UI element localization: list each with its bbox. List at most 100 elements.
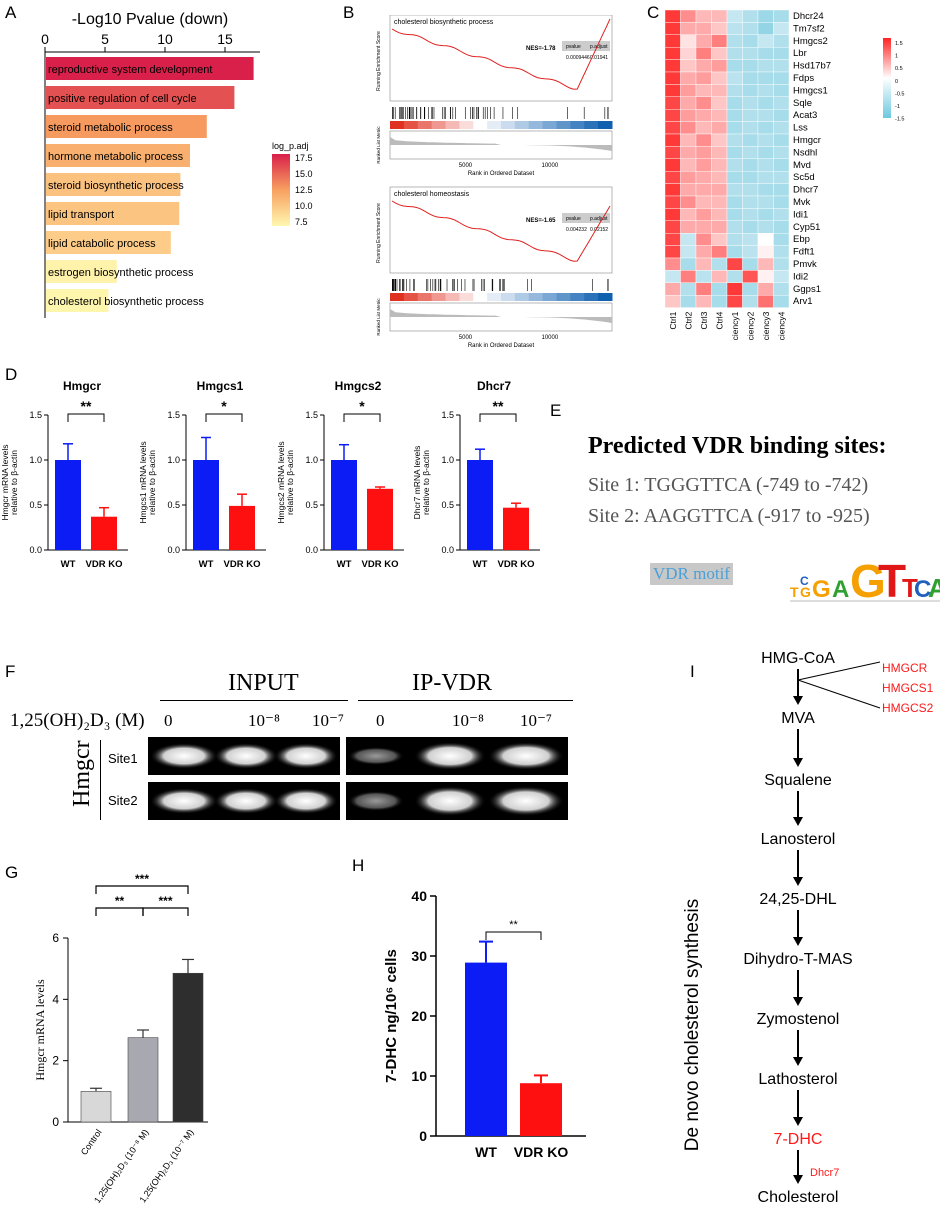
panel-g-bar [172, 972, 204, 1123]
heatmap-cell [726, 270, 743, 283]
pathway-step: Lanosterol [761, 831, 836, 848]
pathway-enzyme: HMGCR [882, 661, 928, 675]
gsea-rank-colorbar-seg [390, 293, 405, 301]
heatmap-cell [742, 245, 759, 259]
panel-h-xtick-label: VDR KO [514, 1144, 569, 1160]
panel-a-xtick-label: 5 [101, 31, 109, 47]
gsea-xlabel: Rank in Ordered Dataset [468, 343, 535, 349]
heatmap-row-label: Arv1 [793, 296, 813, 307]
heatmap-row-label: Mvk [793, 197, 811, 208]
heatmap-cell [680, 59, 697, 73]
heatmap-cell [726, 220, 743, 234]
panel-g-ytick-label: 4 [52, 992, 59, 1006]
panel-label-a: A [5, 3, 17, 22]
heatmap-cell [664, 208, 681, 221]
heatmap-cell [773, 34, 790, 48]
heatmap-col-label: VD_deficiency1 [730, 311, 740, 340]
panel-f-ip-label: IP-VDR [412, 670, 493, 696]
gsea-es-curve [391, 18, 611, 90]
heatmap-cell [680, 245, 697, 259]
heatmap-cell [711, 108, 728, 122]
panel-f-treatment-label: 1,25(OH)₂D₃ (M) [10, 710, 145, 731]
panel-a-bar-label: positive regulation of cell cycle [48, 93, 197, 105]
gsea-title: cholesterol biosynthetic process [394, 19, 494, 26]
heatmap-row-label: Idi1 [793, 209, 808, 220]
panel-d-bar [91, 516, 117, 550]
panel-f-input-line [160, 700, 348, 701]
heatmap-cell [680, 232, 697, 246]
panel-c-legend-colorbar [883, 38, 891, 118]
heatmap-cell [680, 34, 697, 48]
heatmap-cell [664, 47, 681, 60]
heatmap-cell [773, 108, 790, 122]
panel-g-sig-label: *** [158, 894, 172, 908]
panel-a-bar-label: steroid metabolic process [48, 122, 173, 134]
panel-f-conc-input-2: 10⁻⁷ [312, 711, 344, 730]
panel-d-title: Hmgcs1 [197, 379, 244, 393]
panel-d-sig-bracket [343, 413, 381, 422]
heatmap-cell [664, 183, 681, 197]
pathway-step: Zymostenol [757, 1011, 840, 1028]
heatmap-cell [757, 96, 774, 110]
pathway-arrow-head [793, 696, 803, 705]
panel-d-ylabel: Dhcr7 mRNA levels [412, 446, 422, 520]
heatmap-cell [773, 220, 790, 234]
gsea-ylabel2: Ranked List Metric [376, 298, 381, 336]
heatmap-cell [726, 71, 743, 85]
heatmap-cell [726, 96, 743, 110]
heatmap-cell [680, 96, 697, 110]
panel-d-ytick-label: 0.0 [441, 545, 454, 555]
panel-h-ytick-label: 20 [411, 1008, 427, 1024]
heatmap-cell [773, 133, 790, 147]
heatmap-cell [726, 295, 743, 308]
heatmap-cell [664, 282, 681, 296]
heatmap-cell [695, 22, 712, 35]
heatmap-cell [773, 245, 790, 259]
gsea-rank-colorbar-seg [598, 293, 613, 301]
heatmap-col-label: VD_deficiency4 [776, 311, 786, 340]
panel-d-bar [55, 460, 81, 550]
gsea-rank-colorbar-seg [487, 121, 502, 129]
gsea-rank-metric [390, 309, 612, 323]
panel-d-xtick-label: VDR KO [498, 559, 535, 570]
gel-band [488, 742, 564, 770]
heatmap-cell [711, 220, 728, 234]
heatmap-cell [695, 96, 712, 110]
panel-a-legend-colorbar [272, 154, 290, 226]
pathway-arrow-head [793, 997, 803, 1006]
heatmap-cell [680, 158, 697, 172]
gsea-rank-colorbar-seg [445, 121, 460, 129]
heatmap-cell [695, 270, 712, 283]
panel-a-bar [46, 86, 235, 109]
panel-h-sig-bracket [485, 931, 542, 940]
heatmap-cell [711, 146, 728, 159]
pathway-enzyme: HMGCS1 [882, 681, 934, 695]
heatmap-cell [711, 208, 728, 221]
heatmap-cell [664, 108, 681, 122]
panel-g-sig-bracket [142, 907, 189, 916]
panel-h-chart: 0 10 20 30 40 7-DHC ng/10⁶ cells WT VDR KO ** [383, 888, 586, 1160]
heatmap-cell [680, 71, 697, 85]
panel-g-sig-bracket [95, 907, 144, 916]
gsea-nes: NES=-1.65 [526, 218, 556, 224]
heatmap-cell [711, 232, 728, 246]
heatmap-cell [773, 295, 790, 308]
heatmap-cell [773, 84, 790, 98]
heatmap-cell [664, 59, 681, 73]
panel-f-gel [148, 737, 568, 820]
gsea-ylabel2: Ranked List Metric [376, 126, 381, 164]
heatmap-cell [757, 245, 774, 259]
heatmap-cell [742, 22, 759, 35]
gsea-rank-colorbar-seg [542, 121, 557, 129]
panel-d-xtick-label: VDR KO [362, 559, 399, 570]
heatmap-cell [680, 270, 697, 283]
panel-d-ylabel: Hmgcr mRNA levels [0, 444, 10, 520]
panel-d-ylabel: Hmgcs2 mRNA levels [276, 441, 286, 523]
heatmap-row-label: Acat3 [793, 110, 817, 121]
heatmap-cell [757, 146, 774, 159]
heatmap-cell [680, 195, 697, 209]
heatmap-cell [711, 96, 728, 110]
panel-i-vertical-title: De novo cholesterol synthesis [682, 899, 703, 1151]
gsea-rank-colorbar-seg [459, 293, 474, 301]
heatmap-cell [695, 146, 712, 159]
